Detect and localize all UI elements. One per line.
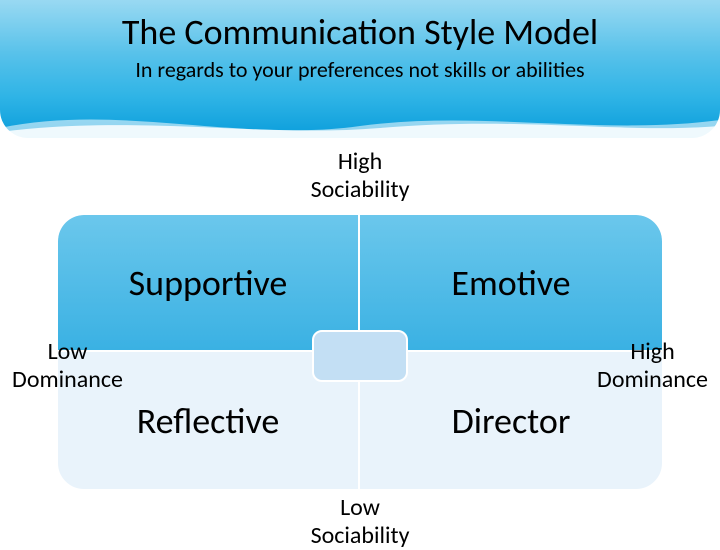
axis-label-right: High Dominance (585, 338, 720, 393)
center-box (312, 330, 408, 382)
page-subtitle: In regards to your preferences not skill… (0, 56, 720, 83)
axis-label-left: Low Dominance (0, 338, 135, 393)
axis-left-line1: Low (48, 337, 88, 366)
quadrant-bottom-right-label: Director (452, 399, 571, 443)
quadrant-top-left-label: Supportive (129, 261, 288, 305)
quadrant-bottom-left-label: Reflective (137, 399, 280, 443)
header-banner: The Communication Style Model In regards… (0, 0, 720, 138)
axis-right-line2: Dominance (597, 365, 708, 394)
axis-right-line1: High (630, 337, 674, 366)
axis-left-line2: Dominance (12, 365, 123, 394)
axis-label-bottom: Low Sociability (311, 494, 410, 549)
axis-top-line2: Sociability (311, 175, 410, 204)
page-title: The Communication Style Model (0, 10, 720, 54)
quadrant-top-right: Emotive (360, 215, 662, 352)
quadrant-top-right-label: Emotive (451, 261, 570, 305)
axis-label-top: High Sociability (311, 148, 410, 203)
wave-decoration (0, 108, 720, 140)
axis-bottom-line2: Sociability (311, 521, 410, 550)
axis-bottom-line1: Low (340, 493, 380, 522)
axis-top-line1: High (338, 147, 382, 176)
